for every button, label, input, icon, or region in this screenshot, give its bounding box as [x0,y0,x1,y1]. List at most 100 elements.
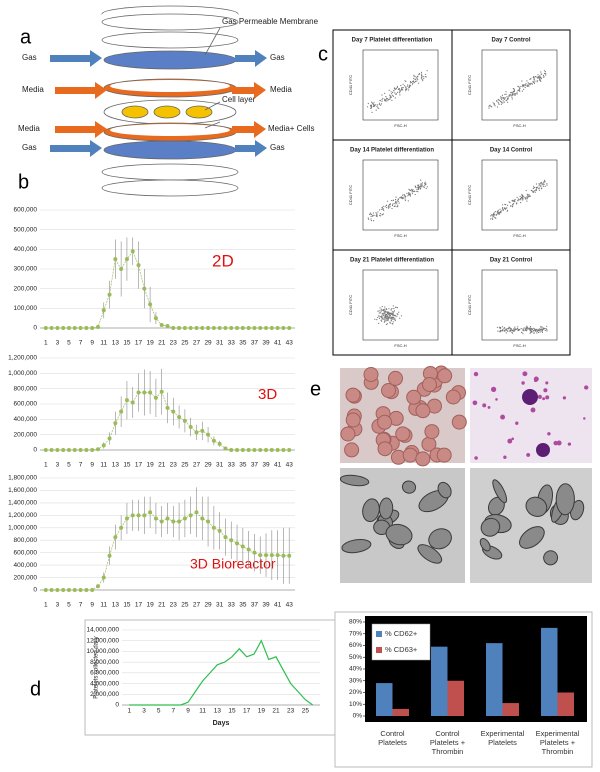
x-tick-label: 21 [272,708,280,715]
cell-dot [514,328,517,330]
data-point [153,316,158,321]
cell-dot [533,332,535,334]
cell-dot [422,186,424,188]
cell-dot [507,330,509,332]
data-point [252,550,257,555]
cell-dot [497,209,499,211]
cell-dot [390,309,392,311]
cell-dot [382,309,384,311]
cell-dot [381,318,383,320]
data-point [287,553,292,558]
data-point [194,430,199,435]
cell-dot [391,311,393,313]
cell-dot [393,205,395,207]
cell-dot [403,194,405,196]
cell-dot [510,205,512,207]
cell-dot [409,85,411,87]
cell-dot [534,328,536,331]
red-cell [381,383,396,398]
cell-dot [416,190,418,192]
cell-dot [386,323,388,325]
cell-dot [395,198,397,201]
red-cell [422,377,437,392]
cell-dot [399,91,401,93]
cell-dot [378,103,380,106]
cell-dot [391,318,393,320]
cell-dot [502,97,505,99]
data-point [240,448,245,452]
x-axis-label: Days [213,720,230,727]
data-point [159,323,164,328]
cell-dot [381,213,383,216]
cell-dot [388,204,390,206]
cell-dot [424,185,426,187]
cell-dot [387,319,389,322]
cell-dot [522,85,524,87]
cell-dot [508,94,510,96]
x-tick-label: 15 [123,602,131,609]
data-point [211,438,216,443]
x-tick-label: 37 [251,340,259,347]
x-tick-label: 21 [158,340,166,347]
cell-dot [411,192,413,194]
cell-dot [507,97,509,99]
cell-dot [517,198,520,200]
cell-dot [508,95,510,97]
em-cell [479,538,491,552]
cell-dot [401,86,403,89]
cell-dot [504,208,506,210]
cell-dot [389,317,391,319]
cell-dot [534,80,536,82]
cell-dot [409,84,412,87]
cell-dot [421,75,423,77]
platelet [556,440,562,446]
data-point [95,447,100,452]
cell-dot [526,196,528,198]
cell-dot [386,98,389,100]
cell-dot [488,107,490,109]
cell-dot [407,200,409,202]
y-tick-label: 200,000 [14,285,38,292]
cell-dot [370,220,372,222]
cell-dot [379,215,381,217]
cell-dot [405,90,407,92]
y-tick-label: 0 [33,325,37,332]
x-tick-label: 17 [135,462,143,469]
cell-dot [515,93,517,95]
x-tick-label: 13 [112,462,120,469]
data-point [136,263,141,268]
flow-x-label: FSC-H [394,123,406,128]
x-tick-label: 27 [193,462,201,469]
cell-dot [537,77,539,79]
cell-dot [390,199,392,202]
cell-dot [504,203,506,205]
cell-dot [382,213,385,215]
cell-dot [420,183,422,185]
cell-dot [422,76,424,78]
em-cell [543,550,559,566]
y-tick-label: 0 [33,587,37,594]
cell-dot [502,208,504,210]
data-point [95,325,100,330]
cell-dot [376,213,378,215]
bar [392,708,409,716]
bioreactor-diagram [101,5,239,197]
bar [502,703,519,716]
data-point [49,448,54,452]
x-tick-label: 1 [128,708,132,715]
cell-dot [423,78,425,80]
cell-dot [404,80,406,82]
cell-dot [508,328,510,330]
cell-dot [390,96,392,98]
flow-y-label: CD41 FITC [348,295,353,315]
cell-dot [381,100,383,102]
cell-dot [489,104,491,106]
cell-dot [498,212,500,214]
panel-letter: a [20,26,32,48]
cell-dot [409,189,411,191]
cell-dot [409,82,411,84]
cell-dot [497,330,499,332]
legend-swatch [376,647,382,653]
cell-dot [391,323,393,325]
cell-dot [416,78,418,80]
